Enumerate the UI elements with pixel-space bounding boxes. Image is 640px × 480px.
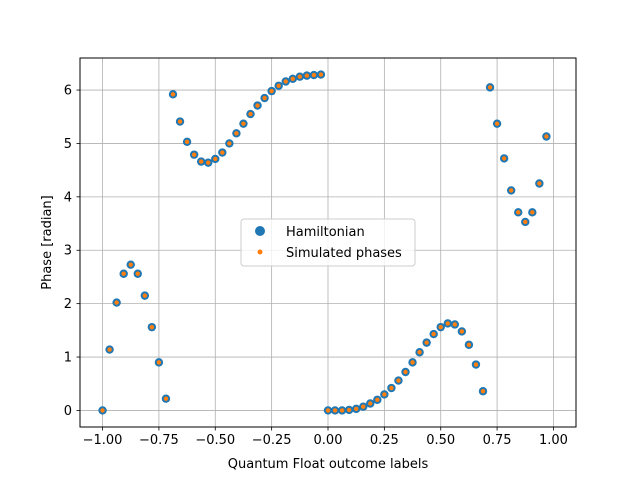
point-simulated-phases — [100, 408, 105, 413]
y-tick-label: 5 — [64, 137, 72, 152]
point-simulated-phases — [248, 111, 253, 117]
point-simulated-phases — [368, 401, 373, 406]
point-simulated-phases — [283, 79, 288, 84]
point-simulated-phases — [304, 73, 310, 78]
point-simulated-phases — [508, 188, 514, 193]
point-simulated-phases — [424, 340, 429, 345]
point-simulated-phases — [544, 134, 549, 139]
point-simulated-phases — [206, 160, 211, 165]
y-tick-label: 4 — [64, 190, 72, 205]
point-simulated-phases — [227, 141, 232, 146]
point-simulated-phases — [220, 150, 225, 155]
x-tick-label: −1.00 — [83, 433, 123, 448]
point-simulated-phases — [121, 271, 126, 276]
point-simulated-phases — [501, 156, 507, 161]
x-tick-label: −0.25 — [252, 433, 292, 448]
point-simulated-phases — [135, 271, 140, 276]
point-simulated-phases — [431, 331, 436, 337]
point-simulated-phases — [353, 406, 359, 412]
point-simulated-phases — [438, 324, 443, 330]
point-simulated-phases — [487, 85, 493, 90]
data-points — [98, 70, 551, 415]
point-simulated-phases — [269, 88, 274, 94]
point-simulated-phases — [318, 72, 324, 77]
point-simulated-phases — [480, 389, 486, 394]
point-simulated-phases — [290, 76, 295, 82]
point-simulated-phases — [114, 300, 119, 305]
point-simulated-phases — [262, 95, 267, 101]
point-simulated-phases — [452, 322, 458, 327]
point-simulated-phases — [297, 74, 303, 79]
axis-ticks: −1.00 −0.75 −0.50 −0.25 0.00 0.25 0.50 0.75 1.00… — [64, 84, 568, 448]
point-simulated-phases — [213, 156, 218, 162]
point-simulated-phases — [177, 119, 183, 124]
y-axis-label: Phase [radian] — [40, 195, 55, 289]
point-simulated-phases — [184, 139, 190, 145]
point-simulated-phases — [389, 385, 394, 391]
x-tick-label: 0.75 — [483, 433, 512, 448]
point-simulated-phases — [473, 362, 479, 367]
legend-label-simulated-phases: Simulated phases — [286, 246, 402, 261]
legend-marker-simulated-phases — [257, 249, 263, 255]
x-tick-label: −0.50 — [195, 433, 235, 448]
point-simulated-phases — [494, 121, 500, 126]
legend-marker-hamiltonian — [255, 226, 265, 236]
y-tick-label: 0 — [64, 404, 72, 419]
x-tick-label: 1.00 — [539, 433, 568, 448]
point-simulated-phases — [149, 324, 155, 330]
point-simulated-phases — [128, 262, 133, 267]
point-simulated-phases — [191, 152, 197, 157]
point-simulated-phases — [339, 408, 345, 413]
x-axis-label: Quantum Float outcome labels — [228, 457, 429, 472]
y-tick-label: 3 — [64, 244, 72, 259]
y-tick-label: 2 — [64, 297, 72, 312]
y-tick-label: 6 — [64, 84, 72, 99]
point-simulated-phases — [107, 347, 112, 352]
point-simulated-phases — [396, 378, 401, 383]
point-simulated-phases — [516, 210, 521, 215]
point-simulated-phases — [445, 321, 450, 326]
point-simulated-phases — [142, 293, 148, 298]
point-simulated-phases — [346, 407, 352, 413]
point-simulated-phases — [163, 396, 169, 401]
point-simulated-phases — [156, 360, 162, 365]
point-simulated-phases — [170, 92, 176, 97]
point-simulated-phases — [198, 159, 204, 164]
x-tick-label: −0.75 — [139, 433, 179, 448]
legend: Hamiltonian Simulated phases — [240, 218, 416, 267]
point-simulated-phases — [466, 342, 472, 347]
point-simulated-phases — [417, 350, 422, 355]
point-simulated-phases — [459, 329, 465, 334]
legend-box — [240, 218, 416, 267]
point-simulated-phases — [375, 397, 380, 402]
point-simulated-phases — [241, 121, 246, 126]
point-simulated-phases — [537, 181, 542, 186]
legend-label-hamiltonian: Hamiltonian — [286, 225, 365, 240]
point-simulated-phases — [255, 103, 260, 108]
x-tick-label: 0.50 — [426, 433, 455, 448]
x-tick-label: 0.25 — [370, 433, 399, 448]
point-simulated-phases — [361, 404, 366, 409]
point-simulated-phases — [325, 408, 331, 413]
point-simulated-phases — [403, 369, 408, 375]
point-simulated-phases — [311, 72, 317, 78]
point-simulated-phases — [382, 392, 387, 397]
point-simulated-phases — [332, 408, 338, 413]
point-simulated-phases — [410, 360, 415, 365]
point-simulated-phases — [530, 210, 535, 215]
point-simulated-phases — [276, 83, 281, 88]
point-simulated-phases — [234, 131, 239, 136]
point-simulated-phases — [523, 219, 528, 225]
y-tick-label: 1 — [64, 351, 72, 366]
x-tick-label: 0.00 — [314, 433, 343, 448]
